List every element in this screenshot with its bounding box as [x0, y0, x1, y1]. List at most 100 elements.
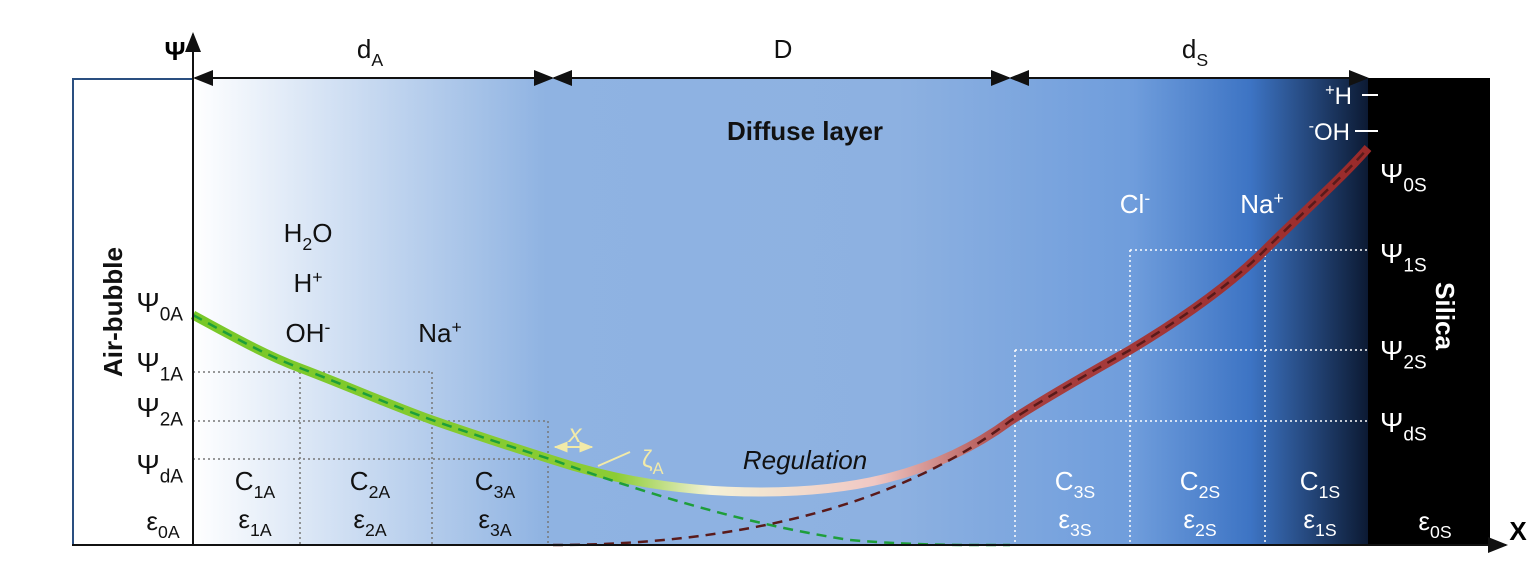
permittivity-label: ε2S: [1183, 504, 1216, 540]
subscript: 1S: [1319, 482, 1341, 502]
diffuse-region: [193, 78, 1368, 545]
subscript: 1A: [254, 482, 276, 502]
permittivity-label: ε3S: [1058, 504, 1091, 540]
subscript: 0S: [1430, 522, 1452, 542]
capacitance-label: C3A: [475, 466, 516, 502]
subscript: 1A: [160, 364, 184, 385]
surface-group-label: +H: [1325, 82, 1352, 110]
label-text: C: [1055, 466, 1074, 496]
capacitance-label: C3S: [1055, 466, 1095, 502]
superscript: -: [1309, 118, 1314, 136]
silica-epsilon-label: ε0S: [1418, 506, 1451, 542]
surface-ticks: [1355, 94, 1378, 132]
air-potential-dashed: [192, 313, 1011, 547]
label-text: C: [235, 466, 254, 496]
permittivity-label: ε1A: [238, 504, 271, 540]
subscript: 0A: [158, 522, 180, 542]
silica-potential-dashed: [552, 147, 1369, 547]
label-text: d: [1182, 34, 1196, 64]
label-text: Ψ: [136, 449, 159, 480]
subscript: 3S: [1070, 520, 1092, 540]
label-text: ε: [353, 504, 365, 534]
label-text: C: [350, 466, 369, 496]
subscript: dA: [160, 466, 184, 487]
subscript: S: [1196, 50, 1208, 70]
shift-label: x: [567, 418, 583, 448]
silica-potential-label: Ψ0S: [1380, 158, 1427, 196]
subscript: 2S: [1195, 520, 1217, 540]
label-text: Ψ: [1380, 158, 1403, 189]
label-text: C: [475, 466, 494, 496]
label-text: Ψ: [1380, 407, 1403, 438]
capacitance-label: C2S: [1180, 466, 1220, 502]
air-species-label: H2O: [284, 218, 333, 254]
label-text: ε: [478, 504, 490, 534]
label-text: d: [357, 34, 371, 64]
air-species-label: OH-: [286, 317, 331, 348]
label-text: ζ: [642, 446, 653, 473]
label-text: OH: [1314, 119, 1350, 146]
silica-species-label: Cl-: [1120, 188, 1151, 219]
air-potential-label: Ψ2A: [136, 392, 183, 430]
superscript: -: [1144, 188, 1150, 208]
label-text: H: [1335, 83, 1352, 110]
air-epsilon-label: ε0A: [146, 506, 179, 542]
silica-potential-label: Ψ1S: [1380, 238, 1427, 276]
label-text: Na: [1240, 189, 1274, 219]
label-text: Ψ: [136, 392, 159, 423]
permittivity-label: ε1S: [1303, 504, 1336, 540]
air-bubble-label: Air-bubble: [98, 247, 128, 377]
subscript: 3A: [490, 520, 512, 540]
air-potential-label: Ψ1A: [136, 347, 183, 385]
superscript: +: [1325, 82, 1335, 100]
label-text: ε: [1058, 504, 1070, 534]
label-text: Ψ: [136, 287, 159, 318]
subscript: 1S: [1315, 520, 1337, 540]
surface-group-label: -OH: [1309, 118, 1350, 146]
zeta-label: ζA: [642, 446, 664, 478]
superscript: +: [451, 317, 461, 337]
dimension-label: D: [774, 34, 793, 64]
regulation-label: Regulation: [743, 445, 867, 475]
air-species-label: Na+: [418, 317, 462, 348]
label-text: Na: [418, 318, 452, 348]
label-text: C: [1300, 466, 1319, 496]
label-text: Cl: [1120, 189, 1145, 219]
label-text: Ψ: [1380, 335, 1403, 366]
zeta-pointer: [597, 451, 631, 467]
subscript: 2A: [160, 409, 184, 430]
capacitance-label: C2A: [350, 466, 391, 502]
dimension-label: dS: [1182, 34, 1208, 70]
silica-box: [1368, 78, 1490, 545]
subscript: 1A: [250, 520, 272, 540]
capacitance-label: C1A: [235, 466, 276, 502]
air-grid: [193, 371, 549, 545]
superscript: +: [1273, 188, 1283, 208]
air-bubble-box: [72, 78, 194, 546]
subscript: 2A: [365, 520, 387, 540]
superscript: +: [312, 267, 322, 287]
label-text: OH: [286, 318, 325, 348]
diffuse-layer-label: Diffuse layer: [727, 116, 883, 146]
label-text: Ψ: [1380, 238, 1403, 269]
subscript: 2: [302, 234, 312, 254]
silica-label: Silica: [1430, 282, 1460, 350]
label-text: H: [293, 268, 312, 298]
permittivity-label: ε3A: [478, 504, 511, 540]
subscript: 2A: [369, 482, 391, 502]
air-species-label: H+: [293, 267, 322, 298]
label-text: H: [284, 218, 303, 248]
permittivity-label: ε2A: [353, 504, 386, 540]
label-text: Ψ: [136, 347, 159, 378]
subscript: 0A: [160, 304, 184, 325]
subscript: 3S: [1074, 482, 1096, 502]
label-text: ε: [1418, 506, 1430, 536]
subscript: 0S: [1403, 175, 1426, 196]
air-potential-label: Ψ0A: [136, 287, 183, 325]
superscript: -: [325, 317, 331, 337]
subscript: A: [653, 460, 664, 478]
subscript: 1S: [1403, 255, 1426, 276]
subscript: 2S: [1199, 482, 1221, 502]
